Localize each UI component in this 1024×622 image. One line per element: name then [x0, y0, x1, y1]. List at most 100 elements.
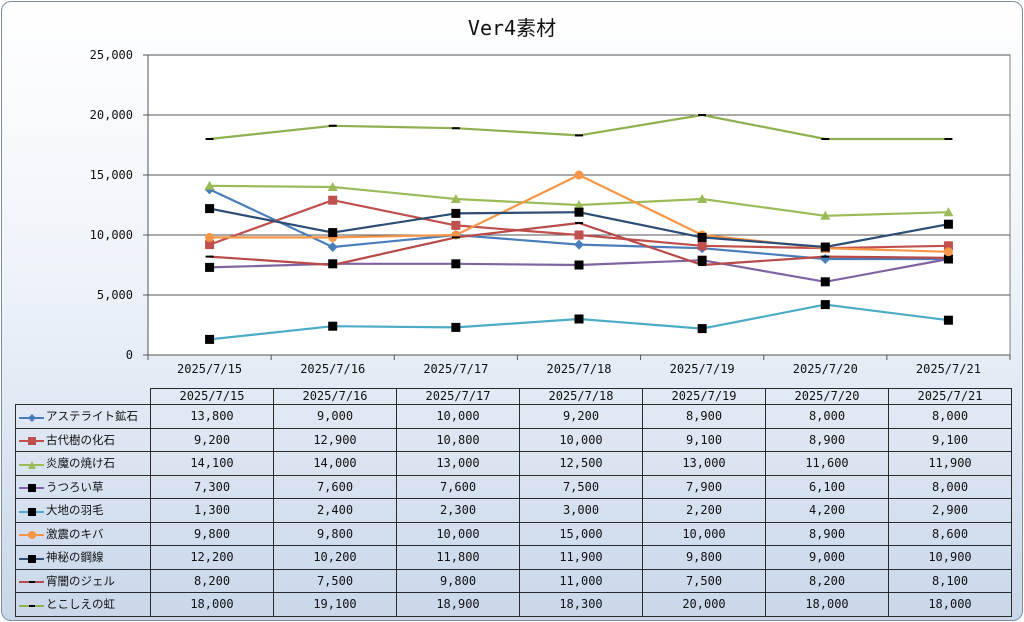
data-point — [820, 277, 830, 287]
series-name: 古代樹の化石 — [46, 432, 115, 447]
table-header-row: 2025/7/15 2025/7/16 2025/7/17 2025/7/18 2025… — [16, 388, 1012, 405]
table-cell: 9,000 — [273, 404, 397, 429]
legend-key — [19, 507, 44, 516]
y-tick-label: 25,000 — [90, 48, 133, 62]
table-column-header: 2025/7/21 — [888, 388, 1012, 405]
data-point — [205, 240, 215, 250]
table-cell: 12,500 — [519, 451, 643, 476]
chart-title: Ver4素材 — [467, 16, 557, 40]
table-cell: 7,500 — [273, 568, 397, 593]
series-name: 宵闇のジェル — [46, 573, 115, 588]
series-name: 炎魔の焼け石 — [46, 456, 115, 471]
table-cell: 11,000 — [519, 568, 643, 593]
table-cell: 18,000 — [765, 592, 889, 617]
table-cell: 9,100 — [642, 427, 766, 452]
table-cell: 13,000 — [396, 451, 520, 476]
data-point — [205, 262, 215, 272]
data-point — [820, 210, 831, 220]
x-tick-label: 2025/7/18 — [546, 362, 611, 376]
table-column-header: 2025/7/19 — [642, 388, 766, 405]
table-row: 激震のキバ 9,800 9,800 10,000 15,000 10,000 8,900 8,… — [15, 521, 1012, 546]
table-cell: 14,100 — [150, 451, 274, 476]
table-cell: 4,200 — [765, 498, 889, 523]
table-column-header: 2025/7/17 — [396, 388, 520, 405]
legend-entry: 激震のキバ — [15, 521, 151, 546]
data-point — [451, 220, 461, 230]
data-point — [205, 232, 215, 242]
data-point — [820, 300, 830, 310]
table-cell: 8,900 — [765, 521, 889, 546]
table-cell: 13,800 — [150, 404, 274, 429]
table-cell: 10,900 — [888, 545, 1012, 570]
table-cell: 12,900 — [273, 427, 397, 452]
table-row: 古代樹の化石 9,200 12,900 10,800 10,000 9,100 8,900 9… — [15, 427, 1012, 452]
data-point — [574, 239, 584, 250]
x-tick-label: 2025/7/16 — [300, 362, 365, 376]
table-cell: 9,800 — [150, 521, 274, 546]
y-tick-label: 15,000 — [90, 168, 133, 182]
table-cell: 2,300 — [396, 498, 520, 523]
table-cell: 20,000 — [642, 592, 766, 617]
data-point — [697, 232, 707, 242]
table-cell: 18,900 — [396, 592, 520, 617]
x-tick-label: 2025/7/21 — [916, 362, 981, 376]
table-cell: 1,300 — [150, 498, 274, 523]
data-point — [697, 324, 707, 334]
data-point — [574, 170, 584, 180]
table-cell: 7,900 — [642, 474, 766, 499]
table-cell: 19,100 — [273, 592, 397, 617]
legend-key — [19, 531, 44, 540]
table-cell: 9,200 — [519, 404, 643, 429]
data-point — [328, 228, 338, 238]
table-cell: 11,900 — [519, 545, 643, 570]
table-row: うつろい草 7,300 7,600 7,600 7,500 7,900 6,100 8,000 — [15, 474, 1012, 499]
table-cell: 10,000 — [519, 427, 643, 452]
series-name: うつろい草 — [46, 479, 104, 494]
table-cell: 9,200 — [150, 427, 274, 452]
y-tick-label: 5,000 — [97, 288, 133, 302]
legend-key — [19, 413, 44, 422]
y-tick-label: 10,000 — [90, 228, 133, 242]
table-cell: 9,800 — [642, 545, 766, 570]
table-cell: 10,000 — [396, 404, 520, 429]
table-cell: 2,400 — [273, 498, 397, 523]
data-point — [574, 314, 584, 324]
table-cell: 9,800 — [273, 521, 397, 546]
table-cell: 18,000 — [150, 592, 274, 617]
legend-key — [19, 460, 44, 469]
legend-entry: うつろい草 — [15, 474, 151, 499]
table-cell: 8,000 — [888, 474, 1012, 499]
data-point — [328, 259, 338, 269]
series-name: 激震のキバ — [46, 526, 104, 541]
series-name: 神秘の鋼線 — [46, 550, 104, 565]
table-row: 神秘の鋼線 12,200 10,200 11,800 11,900 9,800 9,000 1… — [15, 545, 1012, 570]
data-point — [328, 195, 338, 205]
legend-key-marker — [28, 554, 36, 563]
table-cell: 8,900 — [642, 404, 766, 429]
table-cell: 8,200 — [150, 568, 274, 593]
data-point — [574, 200, 584, 209]
legend-entry: 古代樹の化石 — [15, 427, 151, 452]
plot-area: 0 5,000 10,000 15,000 20,000 25,000 2025/7/15 2… — [90, 48, 1011, 376]
data-point — [327, 182, 338, 191]
legend-key — [19, 554, 44, 563]
y-tick-label: 20,000 — [90, 108, 133, 122]
table-cell: 10,200 — [273, 545, 397, 570]
x-tick-label: 2025/7/19 — [670, 362, 735, 376]
data-point — [451, 259, 461, 269]
table-cell: 9,800 — [396, 568, 520, 593]
table-cell: 11,800 — [396, 545, 520, 570]
table-column-header: 2025/7/15 — [150, 388, 274, 405]
data-point — [327, 242, 338, 252]
data-point — [205, 204, 215, 214]
table-cell: 3,000 — [519, 498, 643, 523]
table-row: 宵闇のジェル 8,200 7,500 9,800 11,000 7,500 8,200 8,1… — [15, 568, 1012, 593]
x-tick-label: 2025/7/15 — [177, 362, 242, 376]
table-row: 大地の羽毛 1,300 2,400 2,300 3,000 2,200 4,200 2,900 — [15, 498, 1012, 523]
table-corner — [16, 389, 151, 405]
table-cell: 7,600 — [273, 474, 397, 499]
x-tick-label: 2025/7/17 — [423, 362, 488, 376]
data-point — [574, 260, 584, 270]
table-cell: 6,100 — [765, 474, 889, 499]
table-cell: 8,900 — [765, 427, 889, 452]
